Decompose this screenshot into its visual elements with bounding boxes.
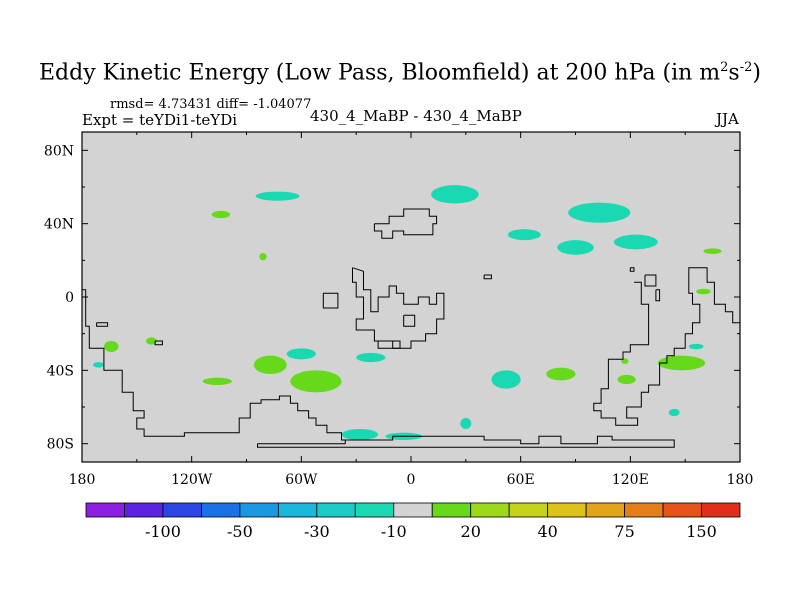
colorbar-label: -10 — [381, 522, 407, 541]
anomaly-negative — [491, 370, 521, 389]
colorbar-label: 75 — [614, 522, 634, 541]
title-exponent-2: -2 — [739, 60, 753, 75]
colorbar-box — [124, 502, 164, 518]
colorbar-box — [277, 502, 318, 518]
coastline-australia — [593, 267, 741, 426]
anomaly-negative — [431, 185, 479, 204]
colorbar-box — [547, 502, 587, 518]
coastline-africa — [352, 267, 445, 349]
colorbar-label: 20 — [461, 522, 481, 541]
anomaly-negative — [356, 352, 386, 363]
comparison-label: 430_4_MaBP - 430_4_MaBP — [310, 107, 522, 125]
anomaly-negative — [668, 408, 680, 417]
anomaly-negative — [92, 362, 104, 368]
colorbar-box — [585, 502, 625, 518]
stats-text: rmsd= 4.73431 diff= -1.04077 — [110, 97, 312, 112]
colorbar-box — [239, 502, 279, 518]
anomaly-negative — [341, 429, 379, 440]
anomaly-positive — [657, 355, 706, 371]
colorbar-box — [201, 502, 241, 518]
anomaly-negative — [460, 418, 472, 429]
title-mid: s — [728, 60, 740, 86]
colorbar-label: 150 — [686, 522, 717, 541]
anomaly-negative — [613, 234, 658, 250]
colorbar-box — [508, 502, 549, 518]
coastline-island-small — [483, 274, 492, 280]
anomaly-positive — [145, 337, 157, 345]
colorbar-box — [624, 502, 664, 518]
colorbar-box — [470, 502, 510, 518]
anomaly-positive — [103, 341, 119, 352]
title-exponent-1: 2 — [720, 60, 729, 75]
anomaly-negative — [507, 229, 541, 241]
colorbar-label: 40 — [537, 522, 557, 541]
colorbar-label: -100 — [145, 522, 181, 541]
coastline-pacific-island — [96, 322, 109, 327]
coastline-antarctica — [257, 435, 675, 448]
coastline-small-isle-1 — [154, 340, 163, 346]
x-tick-label: 60W — [285, 472, 318, 488]
colorbar-label: -50 — [227, 522, 253, 541]
x-tick-label: 60E — [507, 472, 535, 488]
colorbar-box — [85, 502, 125, 518]
colorbar-label: -30 — [304, 522, 330, 541]
anomaly-positive — [202, 377, 232, 386]
anomaly-negative — [568, 202, 631, 223]
anomaly-negative — [286, 348, 316, 360]
colorbar-box — [316, 502, 356, 518]
colorbar-box — [431, 502, 472, 518]
coastline-africa-lake — [403, 314, 416, 327]
x-tick-label: 120E — [612, 472, 649, 488]
colorbar-box — [662, 502, 702, 518]
colorbar-box — [393, 502, 433, 518]
coastline-island-atlantic — [322, 292, 339, 309]
y-tick-label: 80S — [47, 437, 74, 453]
anomaly-negative — [557, 240, 594, 255]
y-tick-label: 40N — [44, 217, 74, 233]
anomaly-positive — [253, 355, 287, 375]
x-tick-label: 180 — [727, 472, 754, 488]
title-main: Eddy Kinetic Energy (Low Pass, Bloomfiel… — [39, 60, 721, 86]
experiment-label: Expt = teYDi1-teYDi — [82, 111, 238, 129]
coastline-maritime — [655, 289, 661, 302]
anomaly-positive — [696, 288, 711, 295]
coastline-gulf — [377, 340, 401, 349]
anomaly-positive — [546, 367, 576, 381]
coastline-asia-islands — [644, 274, 657, 287]
x-tick-label: 0 — [407, 472, 416, 488]
anomaly-positive — [290, 370, 342, 393]
y-tick-label: 0 — [65, 290, 74, 306]
x-tick-label: 120W — [171, 472, 213, 488]
anomaly-positive — [211, 210, 231, 219]
anomaly-positive — [259, 252, 267, 261]
anomaly-positive — [617, 374, 636, 385]
colorbar-box — [701, 502, 741, 518]
anomaly-negative — [688, 343, 704, 350]
x-tick-label: 180 — [69, 472, 96, 488]
anomaly-positive — [703, 248, 722, 254]
coastline-peninsula — [629, 267, 635, 272]
y-tick-label: 40S — [47, 363, 74, 379]
plot-title: Eddy Kinetic Energy (Low Pass, Bloomfiel… — [0, 60, 800, 85]
coastline-pacific-west — [82, 289, 375, 441]
y-tick-label: 80N — [44, 143, 74, 159]
colorbar-box — [162, 502, 202, 518]
anomaly-negative — [255, 191, 300, 201]
colorbar-box — [354, 502, 395, 518]
title-end: ) — [752, 60, 761, 86]
coastline-europe — [373, 208, 438, 239]
season-label: JJA — [716, 110, 739, 128]
